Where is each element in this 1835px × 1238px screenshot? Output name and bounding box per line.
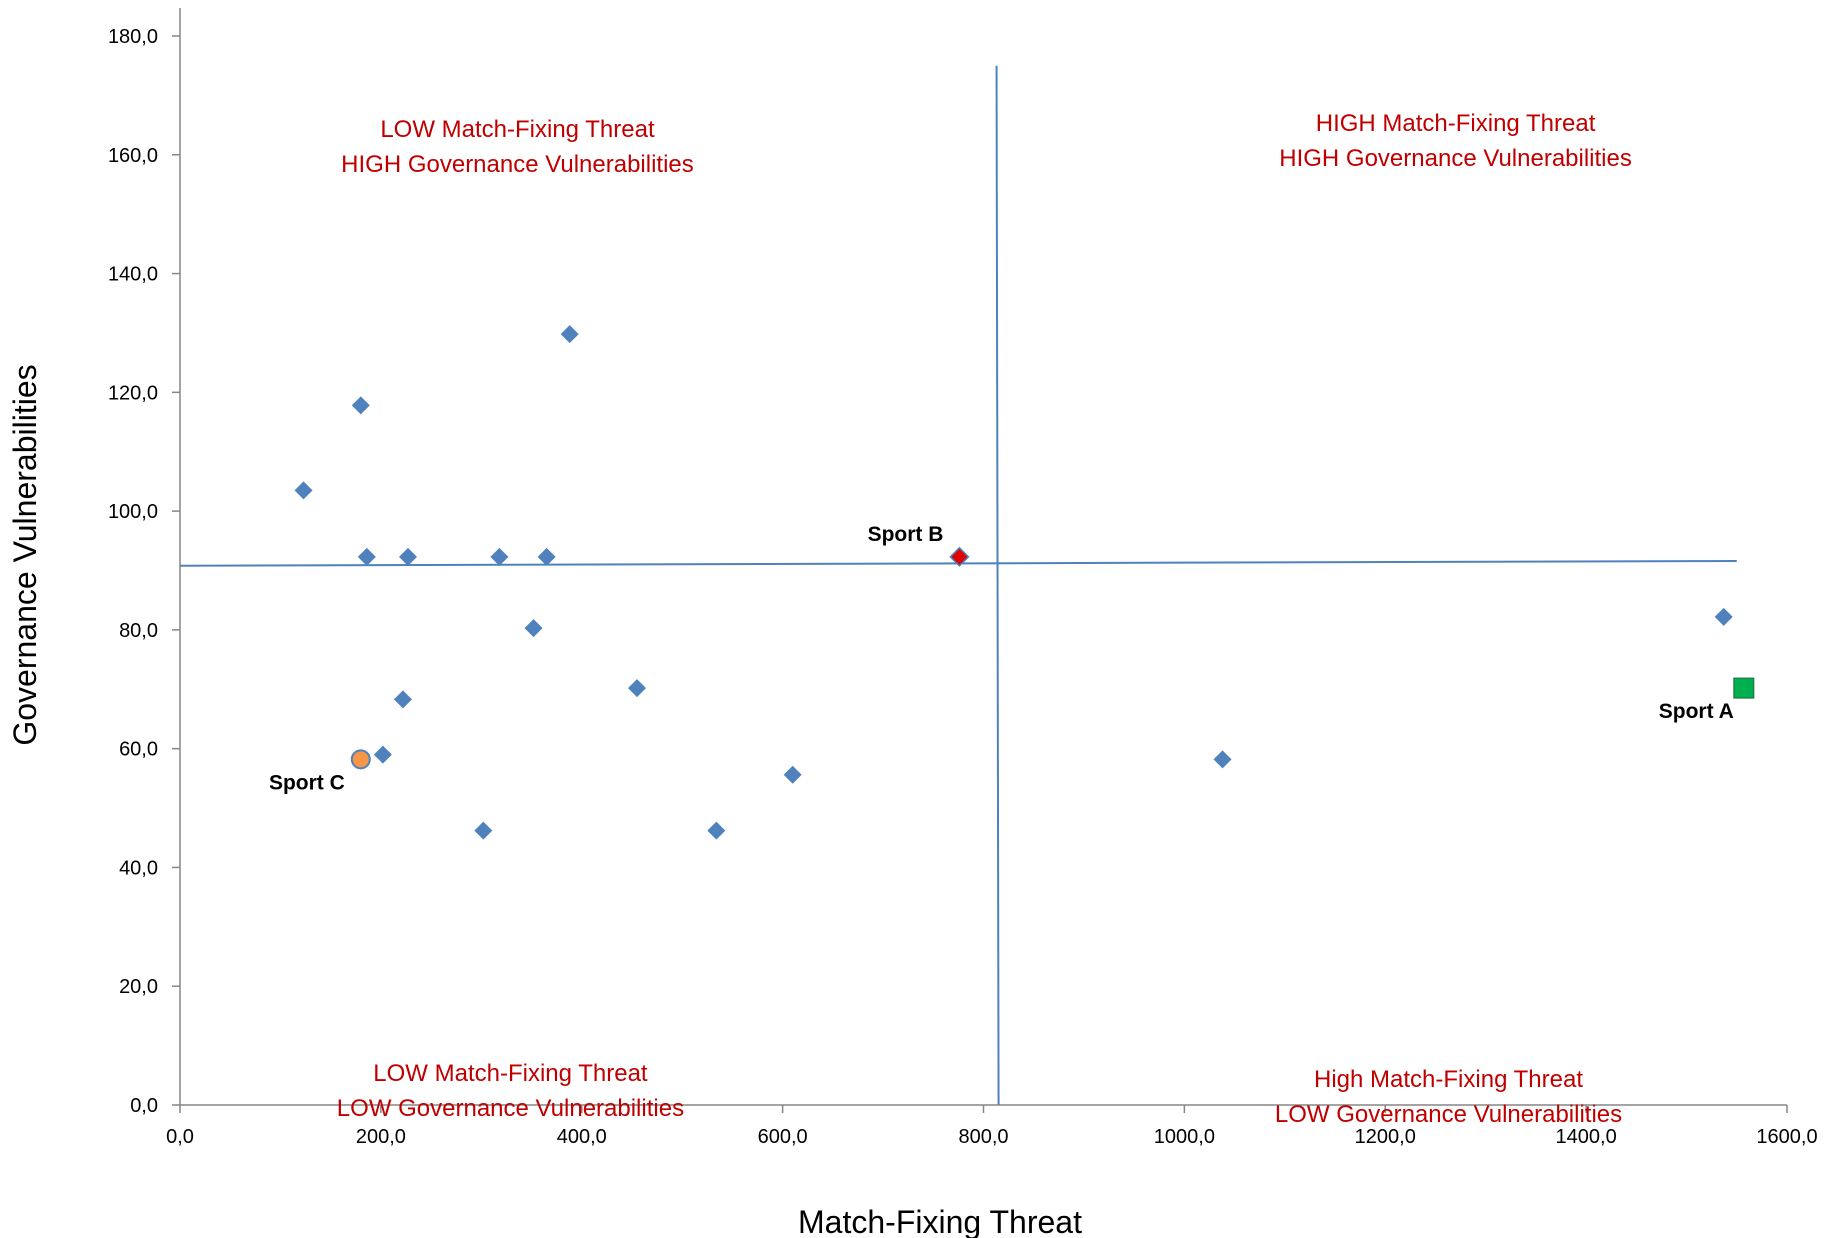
data-point	[474, 821, 493, 840]
point-labels: Sport B Sport A Sport C	[269, 523, 1734, 795]
y-tick-label: 20,0	[119, 976, 158, 998]
y-tick-label: 60,0	[119, 739, 158, 761]
data-point	[627, 679, 646, 698]
quadrant-dividers	[179, 65, 1737, 1106]
data-point	[393, 690, 412, 709]
x-tick-label: 1600,0	[1756, 1126, 1817, 1148]
data-point	[707, 821, 726, 840]
data-point	[398, 547, 417, 566]
y-tick-label: 160,0	[108, 145, 158, 167]
x-tick-label: 1400,0	[1556, 1126, 1617, 1148]
quadrant-label: HIGH Governance Vulnerabilities	[1279, 145, 1632, 172]
point-label-sport-c: Sport C	[269, 771, 345, 794]
quadrant-label: LOW Governance Vulnerabilities	[1275, 1101, 1622, 1128]
x-tick-label: 1000,0	[1154, 1126, 1215, 1148]
quadrant-label: HIGH Governance Vulnerabilities	[341, 151, 694, 178]
x-tick-label: 600,0	[758, 1126, 808, 1148]
data-point-sport-b	[949, 546, 970, 567]
quadrant-annotations: LOW Match-Fixing Threat HIGH Governance V…	[337, 110, 1632, 1128]
x-tick-label: 1200,0	[1355, 1126, 1416, 1148]
y-tick-label: 100,0	[108, 501, 158, 523]
x-tick-label: 200,0	[356, 1126, 406, 1148]
y-tick-label: 0,0	[130, 1095, 158, 1117]
data-point	[560, 325, 579, 344]
quadrant-label: LOW Governance Vulnerabilities	[337, 1095, 684, 1122]
data-points	[294, 325, 1755, 840]
y-tick-label: 40,0	[119, 857, 158, 879]
data-point	[490, 547, 509, 566]
vertical-divider-line	[995, 65, 1000, 1106]
data-point	[783, 765, 802, 784]
axes: 0,0 200,0 400,0 600,0 800,0 1000,0 1200,0 1400,…	[108, 8, 1818, 1148]
data-point	[537, 547, 556, 566]
quadrant-label: HIGH Match-Fixing Threat	[1316, 110, 1596, 137]
y-tick-label: 140,0	[108, 264, 158, 286]
data-point	[524, 619, 543, 638]
data-point	[294, 481, 313, 500]
quadrant-label: LOW Match-Fixing Threat	[380, 116, 655, 143]
y-tick-label: 80,0	[119, 620, 158, 642]
quadrant-label: High Match-Fixing Threat	[1314, 1066, 1583, 1093]
y-axis-title: Governance Vulnerabilities	[7, 364, 43, 745]
data-point	[1714, 607, 1733, 626]
data-point-sport-a	[1733, 677, 1755, 699]
quadrant-label: LOW Match-Fixing Threat	[373, 1060, 648, 1087]
data-point-sport-c	[350, 749, 371, 770]
x-tick-label: 800,0	[958, 1126, 1008, 1148]
y-tick-label: 180,0	[108, 26, 158, 48]
point-label-sport-a: Sport A	[1659, 700, 1734, 723]
y-tick-label: 120,0	[108, 382, 158, 404]
x-tick-label: 400,0	[557, 1126, 607, 1148]
data-point	[373, 745, 392, 764]
x-tick-label: 0,0	[166, 1126, 194, 1148]
point-label-sport-b: Sport B	[868, 523, 944, 546]
data-point	[1213, 750, 1232, 769]
data-point	[351, 396, 370, 415]
data-point	[357, 547, 376, 566]
x-axis-title: Match-Fixing Threat	[798, 1204, 1082, 1238]
